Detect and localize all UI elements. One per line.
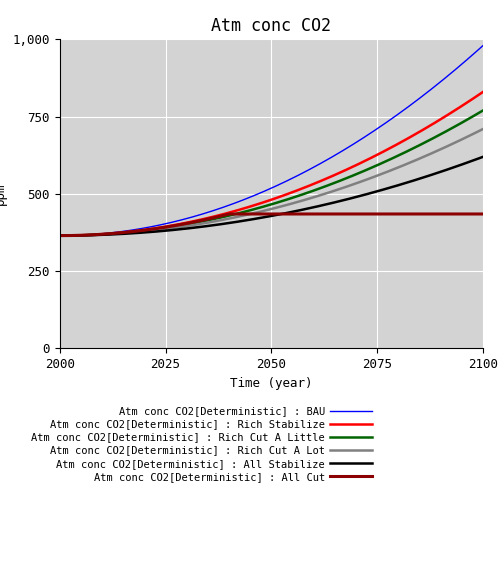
Y-axis label: ppm: ppm [0, 183, 7, 205]
X-axis label: Time (year): Time (year) [230, 377, 313, 389]
Title: Atm conc CO2: Atm conc CO2 [212, 17, 331, 35]
Legend: Atm conc CO2[Deterministic] : BAU, Atm conc CO2[Deterministic] : Rich Stabilize,: Atm conc CO2[Deterministic] : BAU, Atm c… [31, 406, 372, 482]
